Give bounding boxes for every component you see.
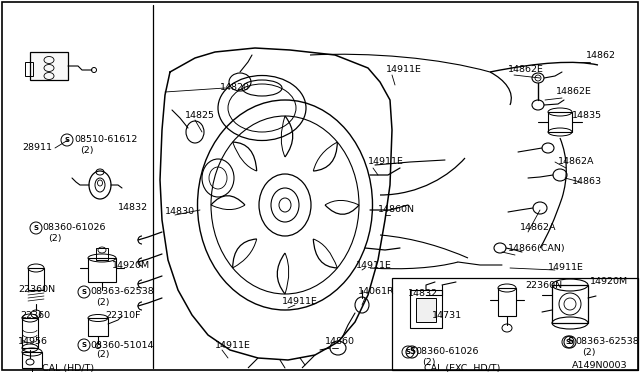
Text: A149N0003: A149N0003 bbox=[572, 360, 628, 369]
Text: 14911E: 14911E bbox=[386, 65, 422, 74]
Text: S: S bbox=[409, 347, 415, 356]
Bar bbox=[30, 52, 68, 80]
Text: 14863: 14863 bbox=[572, 177, 602, 186]
Text: 14862E: 14862E bbox=[556, 87, 592, 96]
Bar bbox=[88, 258, 116, 282]
Text: 22310F: 22310F bbox=[105, 311, 141, 320]
Text: 14866(CAN): 14866(CAN) bbox=[508, 244, 566, 253]
Text: 14820: 14820 bbox=[220, 83, 250, 93]
Text: 14911E: 14911E bbox=[548, 263, 584, 273]
Text: 08360-61026: 08360-61026 bbox=[415, 347, 479, 356]
Text: 14862E: 14862E bbox=[508, 65, 544, 74]
Text: S: S bbox=[566, 339, 570, 345]
Bar bbox=[552, 285, 588, 323]
Text: 14956: 14956 bbox=[18, 337, 48, 346]
Text: (2): (2) bbox=[96, 350, 109, 359]
Text: 14061R: 14061R bbox=[358, 288, 395, 296]
Text: 14911E: 14911E bbox=[356, 260, 392, 269]
Text: 14920M: 14920M bbox=[112, 260, 150, 269]
Text: CAL (HD/T): CAL (HD/T) bbox=[42, 363, 94, 372]
Text: 08363-62538: 08363-62538 bbox=[90, 288, 154, 296]
Text: 14832: 14832 bbox=[118, 203, 148, 212]
Text: 14835: 14835 bbox=[572, 110, 602, 119]
Text: S: S bbox=[65, 137, 70, 143]
Bar bbox=[416, 298, 436, 322]
Text: 14731: 14731 bbox=[432, 311, 462, 320]
Text: 22360N: 22360N bbox=[525, 280, 562, 289]
Text: 14860: 14860 bbox=[325, 337, 355, 346]
Bar bbox=[22, 352, 42, 368]
Text: CAL (EXC. HD/T): CAL (EXC. HD/T) bbox=[424, 363, 500, 372]
Text: 22360: 22360 bbox=[20, 311, 50, 320]
Bar bbox=[410, 290, 442, 328]
Text: 08360-51014: 08360-51014 bbox=[90, 340, 154, 350]
Text: (2): (2) bbox=[96, 298, 109, 307]
Bar bbox=[88, 318, 108, 336]
Text: S: S bbox=[406, 349, 410, 355]
Text: 14911E: 14911E bbox=[282, 298, 318, 307]
Text: 14911E: 14911E bbox=[368, 157, 404, 167]
Text: 14862A: 14862A bbox=[520, 224, 557, 232]
Bar bbox=[28, 268, 44, 290]
Bar bbox=[392, 278, 638, 370]
Bar bbox=[548, 112, 572, 132]
Text: 14830: 14830 bbox=[165, 208, 195, 217]
Text: (2): (2) bbox=[582, 347, 595, 356]
Text: 22360N: 22360N bbox=[18, 285, 55, 295]
Text: 14862A: 14862A bbox=[558, 157, 595, 167]
Text: 14860N: 14860N bbox=[378, 205, 415, 215]
Text: 08363-62538: 08363-62538 bbox=[575, 337, 639, 346]
Text: 14825: 14825 bbox=[185, 110, 215, 119]
Text: 14911E: 14911E bbox=[215, 340, 251, 350]
Text: (2): (2) bbox=[422, 357, 435, 366]
Text: 14832: 14832 bbox=[408, 289, 438, 298]
Bar bbox=[498, 288, 516, 316]
Text: S: S bbox=[33, 225, 38, 231]
Bar bbox=[22, 318, 38, 348]
Text: 14862: 14862 bbox=[586, 51, 616, 61]
Text: S: S bbox=[81, 289, 86, 295]
Text: 08360-61026: 08360-61026 bbox=[42, 224, 106, 232]
Bar bbox=[25, 62, 33, 76]
Text: S: S bbox=[567, 337, 573, 346]
Text: 08510-61612: 08510-61612 bbox=[74, 135, 138, 144]
Text: S: S bbox=[81, 342, 86, 348]
Text: 14920M: 14920M bbox=[590, 278, 628, 286]
Text: (2): (2) bbox=[80, 145, 93, 154]
Bar bbox=[96, 248, 108, 260]
Text: (2): (2) bbox=[48, 234, 61, 243]
Text: 28911: 28911 bbox=[22, 144, 52, 153]
